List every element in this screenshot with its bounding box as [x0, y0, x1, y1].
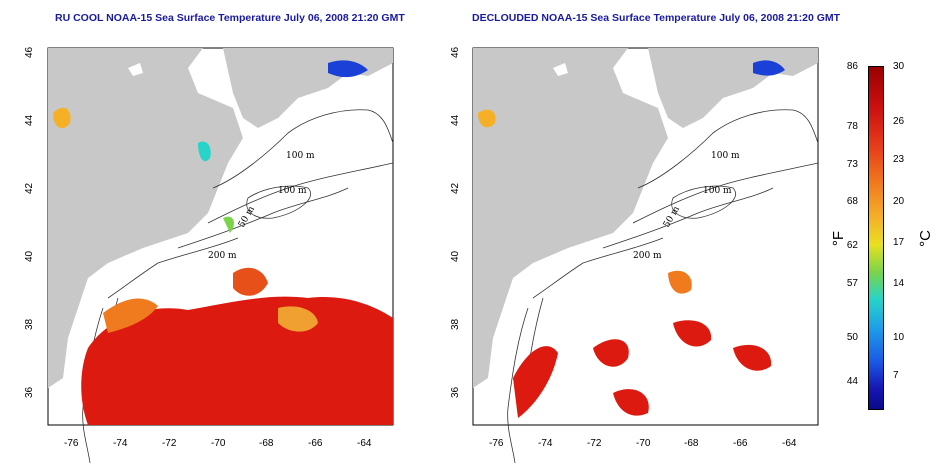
- colorbar-f-tick: 86: [846, 61, 858, 72]
- lat-tick: 36: [450, 386, 461, 398]
- colorbar-f-tick: 62: [846, 240, 858, 251]
- lon-tick: -68: [259, 438, 274, 449]
- colorbar-f-tick: 44: [846, 376, 858, 387]
- lat-tick: 46: [450, 46, 461, 58]
- right-lon-ticks: -76 -74 -72 -70 -68 -66 -64: [489, 438, 797, 449]
- fahrenheit-unit-label: °F: [830, 230, 848, 247]
- lon-tick: -70: [636, 438, 651, 449]
- colorbar-c-tick: 7: [893, 370, 899, 381]
- lat-tick: 44: [24, 114, 35, 126]
- lat-tick: 36: [24, 386, 35, 398]
- lon-tick: -68: [684, 438, 699, 449]
- colorbar-c-tick: 20: [893, 196, 905, 207]
- lon-tick: -64: [357, 438, 372, 449]
- left-lat-ticks: 36 38 40 42 44 46: [24, 46, 35, 398]
- colorbar-f-tick: 57: [846, 278, 858, 289]
- lat-tick: 44: [450, 114, 461, 126]
- colorbar-c-tick: 23: [893, 154, 905, 165]
- lon-tick: -70: [211, 438, 226, 449]
- left-map: [47, 47, 394, 464]
- lon-tick: -76: [489, 438, 504, 449]
- colorbar-f-tick: 78: [846, 121, 858, 132]
- lat-tick: 40: [24, 250, 35, 262]
- lat-tick: 38: [24, 318, 35, 330]
- right-map: [472, 47, 819, 464]
- colorbar-c-tick: 14: [893, 278, 905, 289]
- lon-tick: -66: [733, 438, 748, 449]
- colorbar-c-tick: 30: [893, 61, 905, 72]
- lon-tick: -74: [113, 438, 128, 449]
- colorbar-c-tick: 17: [893, 237, 905, 248]
- lon-tick: -74: [538, 438, 553, 449]
- colorbar-f-tick: 50: [846, 332, 858, 343]
- lat-tick: 42: [24, 182, 35, 194]
- lat-tick: 38: [450, 318, 461, 330]
- lat-tick: 40: [450, 250, 461, 262]
- celsius-unit-label: °C: [916, 230, 934, 247]
- colorbar-f-tick: 68: [846, 196, 858, 207]
- lon-tick: -72: [162, 438, 177, 449]
- colorbar-c-tick: 26: [893, 116, 905, 127]
- temperature-colorbar: [868, 66, 884, 410]
- left-map-title: RU COOL NOAA-15 Sea Surface Temperature …: [55, 12, 405, 24]
- right-map-title: DECLOUDED NOAA-15 Sea Surface Temperatur…: [472, 12, 841, 24]
- lon-tick: -76: [64, 438, 79, 449]
- left-lon-ticks: -76 -74 -72 -70 -68 -66 -64: [64, 438, 372, 449]
- colorbar-f-tick: 73: [846, 159, 858, 170]
- lon-tick: -64: [782, 438, 797, 449]
- lat-tick: 42: [450, 182, 461, 194]
- right-lat-ticks: 36 38 40 42 44 46: [450, 46, 461, 398]
- colorbar-c-tick: 10: [893, 332, 905, 343]
- lon-tick: -72: [587, 438, 602, 449]
- lon-tick: -66: [308, 438, 323, 449]
- lat-tick: 46: [24, 46, 35, 58]
